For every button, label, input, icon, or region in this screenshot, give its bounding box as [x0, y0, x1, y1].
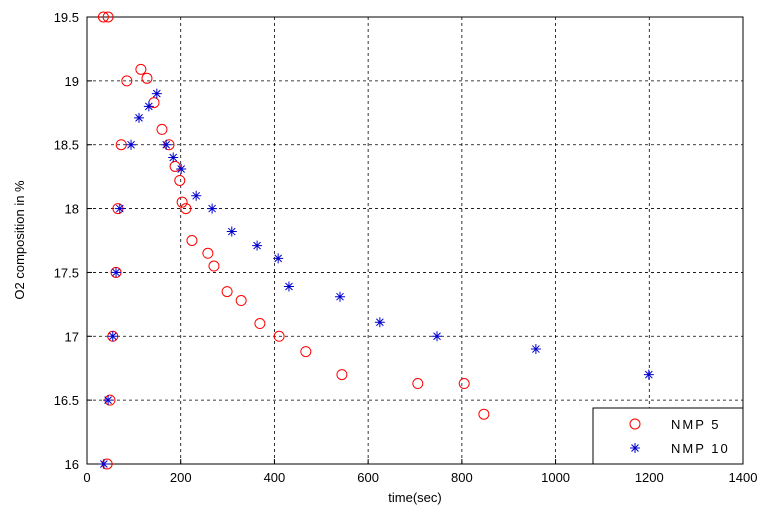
data-point	[478, 408, 490, 420]
data-point	[530, 344, 541, 355]
data-point	[336, 369, 348, 381]
y-axis-label: O2 composition in %	[12, 180, 27, 300]
y-tick-label: 16.5	[54, 393, 79, 408]
y-tick-label: 16	[65, 457, 79, 472]
x-tick-label: 1000	[541, 470, 570, 485]
data-point	[630, 443, 640, 453]
data-point	[208, 260, 220, 272]
data-point	[121, 75, 133, 87]
data-point	[98, 459, 109, 469]
data-point	[102, 11, 114, 23]
y-tick-label: 19	[65, 74, 79, 89]
data-point	[161, 139, 172, 150]
x-axis-label: time(sec)	[388, 490, 441, 505]
x-tick-label: 600	[357, 470, 379, 485]
y-tick-label: 18	[65, 202, 79, 217]
data-point	[186, 235, 198, 246]
plot-frame	[86, 16, 744, 465]
y-tick-label: 17.5	[54, 265, 79, 280]
data-point	[143, 101, 154, 112]
y-tick-label: 17	[65, 329, 79, 344]
data-point	[169, 160, 181, 172]
data-point	[191, 190, 202, 201]
data-point	[103, 395, 114, 406]
data-point	[300, 346, 312, 358]
data-point	[202, 247, 214, 259]
data-point	[335, 291, 346, 302]
data-point	[176, 163, 187, 174]
x-tick-label: 0	[83, 470, 90, 485]
data-point	[134, 112, 145, 123]
data-point	[135, 63, 147, 75]
x-tick-label: 200	[170, 470, 192, 485]
data-point	[114, 203, 125, 214]
data-point	[97, 11, 109, 23]
data-point	[252, 240, 263, 251]
data-point	[107, 331, 118, 342]
data-point	[111, 267, 122, 278]
data-point	[226, 226, 237, 237]
data-point	[141, 72, 153, 84]
data-point	[254, 318, 266, 330]
data-point	[207, 203, 218, 214]
data-point	[221, 286, 233, 298]
x-tick-label: 400	[264, 470, 286, 485]
x-tick-label: 1400	[729, 470, 758, 485]
legend-label: NMP 10	[671, 441, 730, 456]
data-point	[374, 317, 385, 328]
data-point	[458, 378, 470, 390]
legend-box	[592, 407, 744, 465]
x-tick-label: 1200	[635, 470, 664, 485]
data-point	[283, 281, 294, 292]
data-point	[629, 418, 641, 430]
y-tick-label: 19.5	[54, 10, 79, 25]
data-point	[432, 331, 443, 342]
data-point	[273, 253, 284, 264]
data-point	[235, 295, 247, 307]
data-point	[412, 378, 424, 390]
y-tick-label: 18.5	[54, 138, 79, 153]
data-point	[176, 196, 188, 208]
data-point	[174, 174, 186, 186]
data-point	[168, 152, 179, 163]
data-point	[156, 123, 168, 135]
data-point	[151, 88, 162, 99]
x-tick-label: 800	[451, 470, 473, 485]
data-point	[126, 139, 137, 150]
legend-label: NMP 5	[671, 417, 721, 432]
data-point	[643, 369, 654, 380]
data-point	[273, 330, 285, 342]
data-point	[180, 203, 192, 215]
